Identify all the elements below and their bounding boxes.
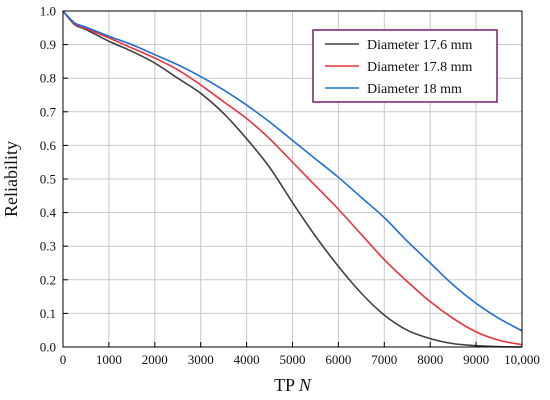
y-tick-label: 0.8: [40, 71, 56, 86]
x-tick-label: 1000: [96, 352, 122, 367]
series-line-diameter-18-mm: [62, 10, 523, 332]
legend-label: Diameter 17.6 mm: [367, 38, 472, 53]
y-tick-label: 0.7: [40, 104, 57, 119]
y-tick-label: 0.9: [40, 37, 56, 52]
y-tick-label: 0.6: [40, 138, 57, 153]
series-line-diameter-17-8-mm: [62, 10, 523, 346]
y-tick-label: 0.2: [40, 272, 56, 287]
legend-items: Diameter 17.6 mm Diameter 17.8 mm Diameter…: [325, 38, 472, 97]
x-tick-label: 0: [60, 352, 67, 367]
y-tick-label: 0.4: [40, 205, 57, 220]
y-tick-labels: 0.0 0.1 0.2 0.3 0.4 0.5 0.6 0.7 0.8 0.9 1.0: [40, 4, 57, 355]
series-lines: [62, 10, 523, 348]
x-tick-label: 2000: [142, 352, 168, 367]
x-axis-title: TP N: [274, 375, 312, 395]
x-tick-label: 7000: [371, 352, 397, 367]
axis-ticks: [62, 10, 523, 348]
legend-label: Diameter 18 mm: [367, 82, 462, 97]
x-tick-label: 4000: [234, 352, 260, 367]
x-tick-label: 8000: [417, 352, 443, 367]
x-tick-label: 3000: [188, 352, 214, 367]
x-axis-title-text: TP: [274, 375, 295, 395]
y-tick-label: 1.0: [40, 4, 56, 19]
x-axis-title-variable: N: [298, 375, 312, 395]
y-tick-label: 0.3: [40, 239, 56, 254]
x-tick-label: 5000: [280, 352, 306, 367]
x-tick-labels: 0 1000 2000 3000 4000 5000 6000 7000 8000 9000 10,…: [60, 352, 540, 367]
legend-label: Diameter 17.8 mm: [367, 60, 472, 75]
legend: Diameter 17.6 mm Diameter 17.8 mm Diameter…: [312, 29, 498, 103]
y-axis-title: Reliability: [1, 141, 21, 217]
x-tick-label: 6000: [325, 352, 351, 367]
y-tick-label: 0.1: [40, 306, 56, 321]
series-line-diameter-17-6-mm: [62, 10, 523, 348]
y-tick-label: 0.0: [40, 340, 56, 355]
x-tick-label: 10,000: [504, 352, 540, 367]
x-tick-label: 9000: [463, 352, 489, 367]
y-tick-label: 0.5: [40, 172, 56, 187]
